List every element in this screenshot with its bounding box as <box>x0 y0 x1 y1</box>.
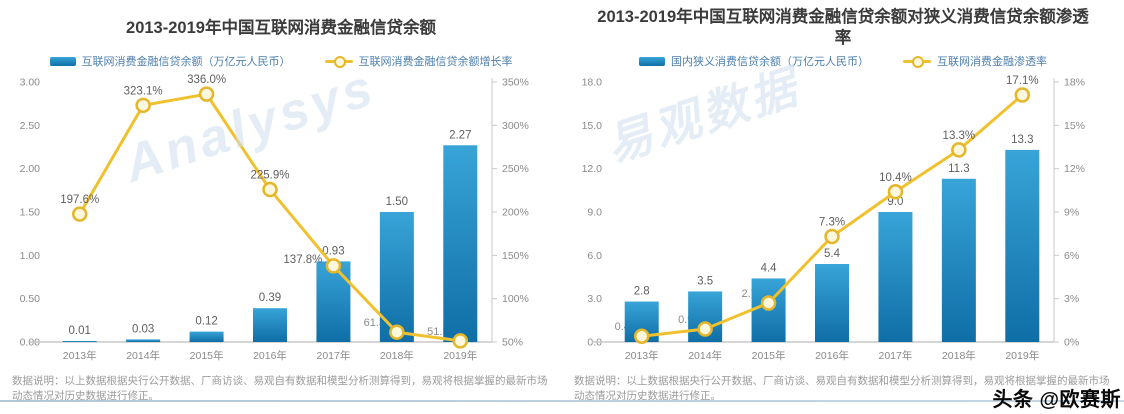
right-legend-item-bar: 国内狭义消费信贷余额（万亿元人民币） <box>639 53 869 69</box>
left-chart-note: 数据说明：以上数据根据央行公开数据、厂商访谈、易观自有数据和模型分析测算得到，易… <box>12 375 548 402</box>
svg-text:2014年: 2014年 <box>688 349 722 362</box>
svg-text:300%: 300% <box>502 120 529 132</box>
svg-text:13.3: 13.3 <box>1011 134 1033 146</box>
svg-text:0.01: 0.01 <box>69 325 91 337</box>
left-chart-panel: 2013-2019年中国互联网消费金融信贷余额 互联网消费金融信贷余额（万亿元人… <box>0 0 562 402</box>
svg-text:100%: 100% <box>502 293 529 305</box>
svg-text:6%: 6% <box>1064 250 1079 262</box>
svg-text:17.1%: 17.1% <box>1006 75 1039 87</box>
svg-text:2016年: 2016年 <box>815 349 849 362</box>
svg-text:2018年: 2018年 <box>380 349 414 362</box>
left-legend-item-line: 互联网消费金融信贷余额增长率 <box>324 53 513 69</box>
svg-text:0.39: 0.39 <box>259 292 281 304</box>
right-chart-plot: 18.0 18%15.0 15%12.0 12%9.0 9%6.0 6%3.0 3%0.0 0… <box>582 75 1085 362</box>
right-chart-legend: 国内狭义消费信贷余额（万亿元人民币） 互联网消费金融渗透率 <box>562 50 1124 72</box>
svg-text:5.4: 5.4 <box>824 248 841 260</box>
svg-text:3%: 3% <box>1064 293 1079 305</box>
bar-swatch-icon <box>639 56 665 66</box>
svg-text:0.50: 0.50 <box>20 293 41 305</box>
left-legend-bar-label: 互联网消费金融信贷余额（万亿元人民币） <box>81 56 291 68</box>
left-legend-line-label: 互联网消费金融信贷余额增长率 <box>358 56 513 68</box>
svg-text:3.0: 3.0 <box>587 293 602 305</box>
left-legend-item-bar: 互联网消费金融信贷余额（万亿元人民币） <box>49 53 291 69</box>
svg-text:150%: 150% <box>502 250 529 262</box>
svg-text:2017年: 2017年 <box>878 349 912 362</box>
svg-text:9%: 9% <box>1064 207 1079 219</box>
svg-text:1.50: 1.50 <box>20 207 41 219</box>
left-chart-legend: 互联网消费金融信贷余额（万亿元人民币） 互联网消费金融信贷余额增长率 <box>0 50 562 72</box>
svg-text:0.00: 0.00 <box>20 337 41 349</box>
byline: 头条 @欧赛斯 <box>992 389 1121 411</box>
svg-text:2.8: 2.8 <box>634 286 650 298</box>
svg-text:2013年: 2013年 <box>63 349 97 362</box>
svg-text:12.0: 12.0 <box>582 163 603 175</box>
svg-text:2.50: 2.50 <box>20 120 41 132</box>
svg-text:2018年: 2018年 <box>942 349 976 362</box>
svg-text:12%: 12% <box>1064 163 1085 175</box>
right-chart-title: 2013-2019年中国互联网消费金融信贷余额对狭义消费信贷余额渗透率 <box>597 8 1089 47</box>
svg-text:323.1%: 323.1% <box>124 85 163 97</box>
svg-text:10.4%: 10.4% <box>879 172 912 184</box>
svg-text:1.50: 1.50 <box>386 196 408 208</box>
svg-text:4.4: 4.4 <box>761 262 778 274</box>
svg-text:350%: 350% <box>502 77 529 89</box>
svg-text:3.5: 3.5 <box>697 275 713 287</box>
right-legend-bar-label: 国内狭义消费信贷余额（万亿元人民币） <box>671 56 869 68</box>
bar-swatch-icon <box>49 56 76 66</box>
right-legend-item-line: 互联网消费金融渗透率 <box>903 53 1047 69</box>
line-swatch-icon <box>903 56 931 68</box>
right-chart-panel: 2013-2019年中国互联网消费金融信贷余额对狭义消费信贷余额渗透率 国内狭义… <box>562 0 1124 402</box>
svg-text:2016年: 2016年 <box>253 349 287 362</box>
svg-text:15.0: 15.0 <box>582 120 603 132</box>
svg-text:2014年: 2014年 <box>126 349 160 362</box>
svg-text:2015年: 2015年 <box>752 349 786 362</box>
svg-text:9.0: 9.0 <box>887 196 903 208</box>
svg-text:137.8%: 137.8% <box>283 254 322 266</box>
svg-text:0.03: 0.03 <box>132 323 154 335</box>
svg-text:18.0: 18.0 <box>582 77 603 89</box>
svg-text:2019年: 2019年 <box>1005 349 1039 362</box>
svg-text:2017年: 2017年 <box>316 349 350 362</box>
svg-text:2019年: 2019年 <box>443 349 477 362</box>
svg-text:200%: 200% <box>502 207 529 219</box>
svg-text:250%: 250% <box>502 163 529 175</box>
left-chart-plot: 3.00 350% 2.50 300% 2.00 250% 1.50 200% 1.00 150%… <box>20 74 529 362</box>
svg-text:0.93: 0.93 <box>322 245 344 257</box>
svg-text:50%: 50% <box>502 337 523 349</box>
svg-text:1.00: 1.00 <box>20 250 41 262</box>
svg-text:9.0: 9.0 <box>587 207 602 219</box>
svg-text:13.3%: 13.3% <box>943 130 976 142</box>
left-chart-title: 2013-2019年中国互联网消费金融信贷余额 <box>126 18 436 37</box>
line-swatch-icon <box>324 56 353 68</box>
svg-text:7.3%: 7.3% <box>819 217 845 229</box>
svg-text:197.6%: 197.6% <box>60 194 99 206</box>
bottom-divider <box>0 400 1124 402</box>
svg-text:225.9%: 225.9% <box>250 170 289 182</box>
svg-text:18%: 18% <box>1064 77 1085 89</box>
svg-text:2015年: 2015年 <box>190 349 224 362</box>
svg-text:2.27: 2.27 <box>449 129 471 141</box>
right-chart-note: 数据说明：以上数据根据央行公开数据、厂商访谈、易观自有数据和模型分析测算得到，易… <box>574 375 1110 402</box>
right-legend-line-label: 互联网消费金融渗透率 <box>937 56 1047 68</box>
svg-text:0%: 0% <box>1064 337 1079 349</box>
svg-text:2.00: 2.00 <box>20 163 41 175</box>
svg-text:11.3: 11.3 <box>948 163 970 175</box>
svg-text:0.12: 0.12 <box>195 316 217 328</box>
svg-text:2013年: 2013年 <box>625 349 659 362</box>
svg-text:6.0: 6.0 <box>587 250 602 262</box>
svg-text:3.00: 3.00 <box>20 77 41 89</box>
svg-text:15%: 15% <box>1064 120 1085 132</box>
svg-text:336.0%: 336.0% <box>187 74 226 86</box>
